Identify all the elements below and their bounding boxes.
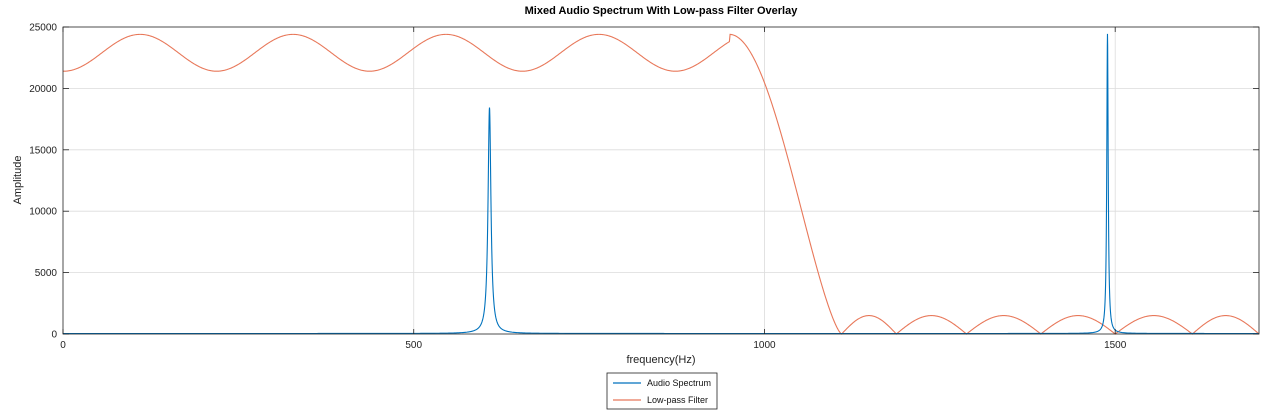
y-tick-label: 0 xyxy=(51,330,57,341)
y-axis-label: Amplitude xyxy=(12,156,24,205)
series-audio-spectrum-line xyxy=(63,33,1259,335)
legend: Audio Spectrum Low-pass Filter xyxy=(606,372,718,410)
plot-frame xyxy=(62,26,1260,335)
x-axis-label: frequency(Hz) xyxy=(626,354,695,366)
y-tick-label: 25000 xyxy=(29,23,57,34)
legend-label-low-pass-filter: Low-pass Filter xyxy=(647,395,708,405)
x-tick-label: 500 xyxy=(405,340,422,351)
y-tick-label: 5000 xyxy=(35,268,58,279)
series-layer xyxy=(62,33,1260,335)
plot-area xyxy=(63,27,1259,334)
x-tick-label: 1500 xyxy=(1104,340,1127,351)
legend-label-audio-spectrum: Audio Spectrum xyxy=(647,378,711,388)
x-tick-label: 1000 xyxy=(753,340,776,351)
y-tick-label: 15000 xyxy=(29,145,57,156)
series-low-pass-filter-line xyxy=(62,33,1260,335)
chart-title: Mixed Audio Spectrum With Low-pass Filte… xyxy=(525,5,799,17)
y-tick-label: 10000 xyxy=(29,207,57,218)
grid-lines xyxy=(63,27,1259,334)
x-tick-label: 0 xyxy=(60,340,66,351)
y-tick-label: 20000 xyxy=(29,84,57,95)
legend-box xyxy=(606,372,718,410)
